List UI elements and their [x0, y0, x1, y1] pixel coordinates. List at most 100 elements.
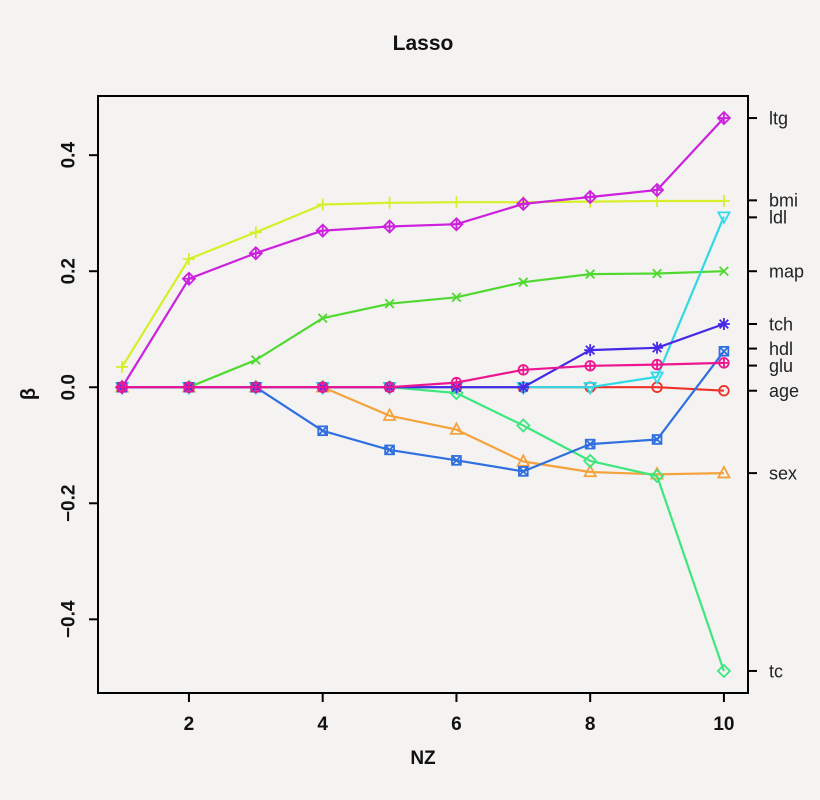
right-axis-label-hdl: hdl — [769, 339, 793, 359]
right-axis-label-sex: sex — [769, 463, 797, 483]
series-marker — [716, 110, 732, 126]
series-line-ltg — [121, 117, 725, 388]
series-marker — [584, 190, 597, 203]
series-marker — [450, 196, 463, 209]
right-axis-label-bmi: bmi — [769, 191, 798, 211]
series-marker — [384, 382, 395, 393]
series-marker — [384, 444, 395, 456]
series-marker — [251, 382, 261, 393]
series-marker — [117, 382, 127, 393]
series-marker — [652, 268, 662, 279]
chart-title: Lasso — [392, 32, 454, 55]
series-marker — [718, 266, 729, 277]
y-axis: −0.4 −0.2 0.0 0.2 0.4 — [59, 142, 98, 638]
right-axis-label-map: map — [769, 262, 804, 282]
series-line-tc — [122, 386, 725, 672]
series-marker — [717, 195, 730, 208]
series-marker — [718, 385, 730, 397]
series-marker — [583, 382, 598, 396]
series-marker — [652, 342, 662, 353]
series-marker — [249, 226, 262, 239]
series-line-bmi — [121, 199, 724, 368]
series-marker — [716, 663, 732, 679]
series-marker — [315, 223, 330, 238]
series-marker — [649, 371, 665, 385]
series-marker — [651, 434, 663, 445]
series-marker — [651, 183, 664, 196]
series-line-map — [122, 270, 724, 389]
series-marker — [249, 247, 262, 260]
series-marker — [182, 272, 195, 285]
y-tick-label: −0.4 — [59, 600, 80, 638]
series-marker — [518, 466, 529, 477]
series-marker — [184, 382, 194, 393]
series-marker — [451, 377, 462, 388]
series-marker — [718, 345, 730, 357]
series-marker — [652, 434, 663, 445]
series-marker — [383, 196, 396, 209]
series-marker — [317, 425, 328, 437]
series-marker — [518, 466, 529, 477]
y-tick-label: 0.4 — [59, 142, 80, 169]
series-marker — [518, 365, 529, 375]
series-marker — [718, 346, 729, 357]
series-marker — [383, 220, 396, 233]
series-marker — [716, 211, 732, 225]
series-marker — [718, 319, 729, 329]
series-marker — [716, 465, 732, 479]
series-marker — [317, 425, 328, 436]
x-axis-label: NZ — [410, 748, 436, 769]
series-ltg — [114, 110, 732, 395]
x-tick-label: 4 — [317, 714, 328, 735]
series-marker — [451, 455, 462, 466]
series-marker — [516, 196, 531, 212]
x-tick-label: 10 — [713, 714, 734, 735]
series-marker — [450, 218, 463, 231]
right-axis-label-glu: glu — [769, 356, 793, 376]
series-marker — [182, 253, 195, 266]
series-marker — [384, 444, 395, 455]
y-tick-label: 0.2 — [59, 258, 80, 284]
series-marker — [316, 224, 329, 237]
series-marker — [451, 292, 462, 303]
series-marker — [584, 438, 596, 450]
series-marker — [449, 421, 464, 435]
y-tick-label: 0.0 — [59, 374, 80, 400]
series-sex — [114, 379, 732, 480]
series-marker — [116, 360, 129, 373]
series-tc — [114, 379, 732, 679]
series-marker — [317, 313, 328, 324]
x-tick-label: 6 — [451, 714, 462, 735]
series-marker — [518, 382, 529, 393]
series-marker — [316, 198, 329, 211]
series-marker — [451, 455, 462, 466]
series-marker — [585, 269, 596, 280]
right-axis-label-tch: tch — [769, 314, 793, 334]
series-marker — [518, 277, 529, 288]
series-marker — [317, 382, 328, 393]
series-line-ldl — [122, 216, 725, 389]
right-axis-label-age: age — [769, 381, 799, 401]
x-tick-label: 2 — [184, 714, 195, 735]
series-marker — [652, 359, 662, 370]
series-hdl — [116, 345, 730, 477]
right-axis-label-ltg: ltg — [769, 108, 788, 128]
series-marker — [449, 216, 464, 232]
series-line-sex — [122, 386, 724, 476]
x-tick-label: 8 — [585, 714, 596, 735]
x-axis: 2 4 6 8 10 — [184, 693, 734, 735]
series-marker — [250, 355, 261, 365]
series-marker — [585, 360, 595, 371]
plot-box — [97, 95, 749, 694]
series-marker — [719, 358, 729, 368]
series-marker — [649, 468, 665, 484]
series-line-glu — [122, 361, 724, 389]
series-marker — [585, 345, 596, 356]
series-tch — [116, 318, 730, 394]
series-marker — [382, 407, 397, 421]
series-ldl — [114, 211, 732, 396]
series-line-hdl — [122, 350, 725, 473]
series-bmi — [116, 195, 730, 373]
